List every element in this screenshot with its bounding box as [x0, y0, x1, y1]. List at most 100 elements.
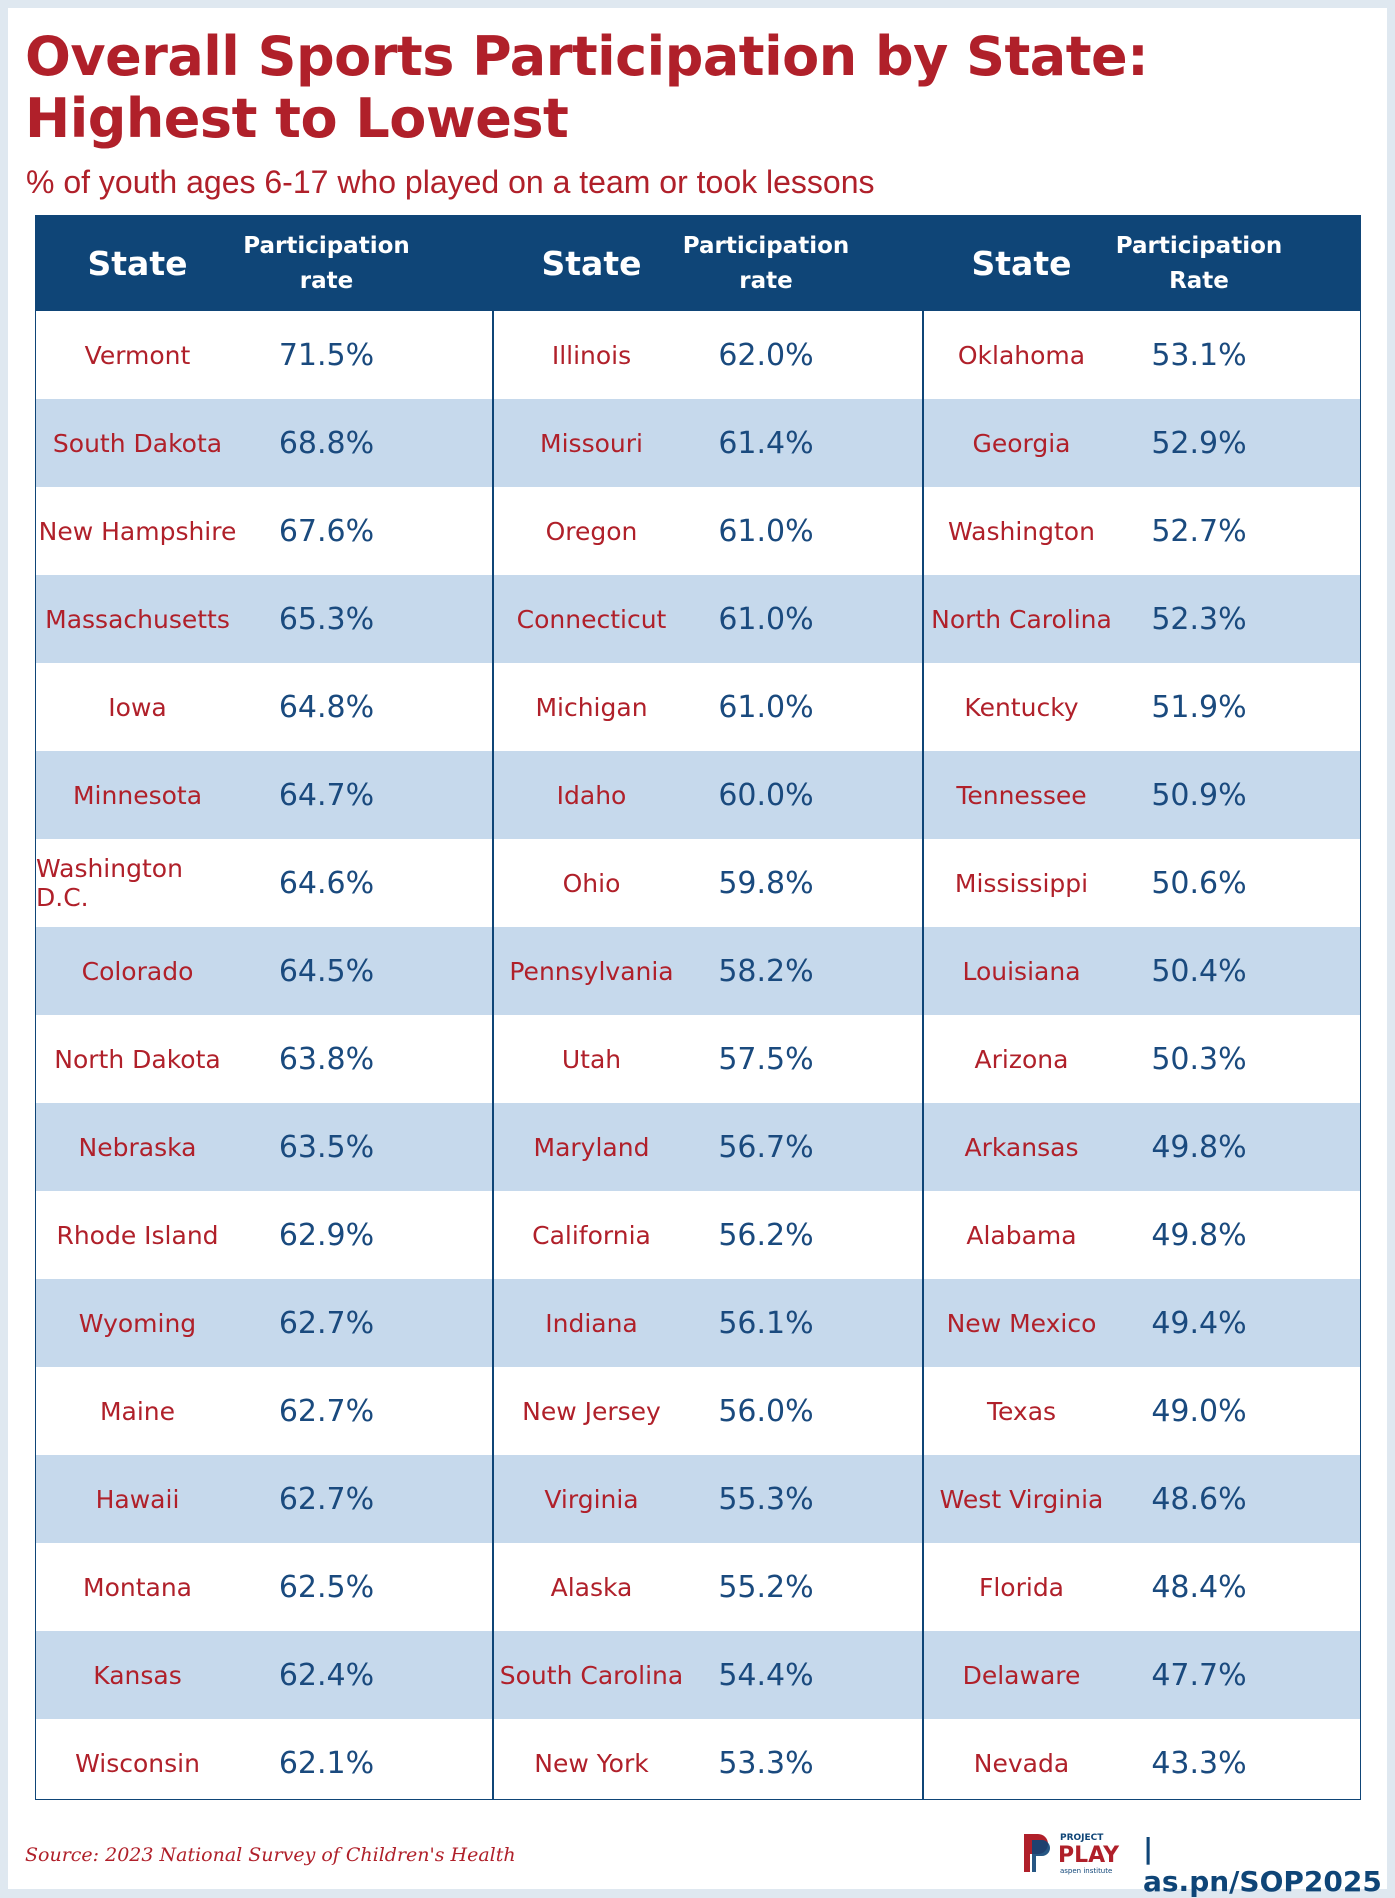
participation-rate-cell: 49.8%	[1151, 1129, 1247, 1165]
participation-rate-cell: 50.6%	[1151, 865, 1247, 901]
participation-rate-cell: 58.2%	[718, 953, 814, 989]
state-name-cell: Illinois	[551, 340, 632, 370]
table-row: South Dakota 68.8% Missouri 61.4% Georgia 52.…	[36, 399, 1360, 487]
state-name-cell: Colorado	[81, 956, 194, 986]
state-name-cell: Alaska	[550, 1572, 633, 1602]
participation-rate-cell: 52.9%	[1151, 425, 1247, 461]
state-name-cell: South Dakota	[52, 428, 223, 458]
header-state-3: State	[971, 244, 1072, 283]
source-note: Source: 2023 National Survey of Children…	[25, 1844, 516, 1866]
column-divider	[492, 311, 494, 1799]
state-name-cell: Iowa	[108, 692, 167, 722]
participation-rate-cell: 53.1%	[1151, 337, 1247, 373]
participation-rate-cell: 50.3%	[1151, 1041, 1247, 1077]
state-name-cell: Hawaii	[95, 1484, 180, 1514]
table-row: Maine 62.7% New Jersey 56.0% Texas 49.0%	[36, 1367, 1360, 1455]
table-row: Wyoming 62.7% Indiana 56.1% New Mexico 49.4%	[36, 1279, 1360, 1367]
table-row: Colorado 64.5% Pennsylvania 58.2% Louisiana 5…	[36, 927, 1360, 1015]
participation-rate-cell: 56.0%	[718, 1393, 814, 1429]
participation-rate-cell: 62.7%	[278, 1481, 375, 1517]
table-row: Hawaii 62.7% Virginia 55.3% West Virginia 48.…	[36, 1455, 1360, 1543]
header-rate-1: Participation rate	[243, 232, 410, 294]
participation-rate-cell: 64.8%	[278, 689, 375, 725]
participation-rate-cell: 62.0%	[718, 337, 814, 373]
state-name-cell: Delaware	[962, 1660, 1081, 1690]
state-name-cell: Kansas	[93, 1660, 182, 1690]
participation-rate-cell: 62.1%	[278, 1745, 375, 1781]
state-name-cell: Maryland	[533, 1132, 650, 1162]
project-play-logo: PROJECT PLAY aspen institute	[1020, 1828, 1132, 1878]
table-row: Vermont 71.5% Illinois 62.0% Oklahoma 53.1%	[36, 311, 1360, 399]
state-name-cell: New Hampshire	[38, 516, 237, 546]
project-play-logo-icon: PROJECT PLAY aspen institute	[1024, 1833, 1120, 1875]
header-rate-3: Participation Rate	[1115, 232, 1283, 294]
participation-rate-cell: 61.0%	[718, 689, 814, 725]
chart-title: Overall Sports Participation by State: H…	[25, 25, 1149, 150]
state-name-cell: California	[532, 1220, 651, 1250]
participation-rate-cell: 64.7%	[278, 777, 375, 813]
participation-rate-cell: 61.0%	[718, 601, 814, 637]
participation-rate-cell: 54.4%	[718, 1657, 814, 1693]
state-name-cell: Oklahoma	[957, 340, 1086, 370]
participation-rate-cell: 62.4%	[278, 1657, 375, 1693]
header-state-2: State	[541, 244, 642, 283]
chart-subtitle: % of youth ages 6-17 who played on a tea…	[26, 164, 875, 200]
state-name-cell: Georgia	[972, 428, 1071, 458]
table-row: North Dakota 63.8% Utah 57.5% Arizona 50.3%	[36, 1015, 1360, 1103]
participation-rate-cell: 61.4%	[718, 425, 814, 461]
table-row: Montana 62.5% Alaska 55.2% Florida 48.4%	[36, 1543, 1360, 1631]
participation-rate-cell: 63.8%	[278, 1041, 375, 1077]
participation-rate-cell: 64.5%	[278, 953, 375, 989]
participation-rate-cell: 62.7%	[278, 1305, 375, 1341]
participation-rate-cell: 61.0%	[718, 513, 814, 549]
participation-rate-cell: 55.3%	[718, 1481, 814, 1517]
participation-rate-cell: 64.6%	[278, 865, 375, 901]
participation-rate-cell: 48.6%	[1151, 1481, 1247, 1517]
table-row: Kansas 62.4% South Carolina 54.4% Delaware 47…	[36, 1631, 1360, 1719]
infographic: Overall Sports Participation by State: H…	[8, 8, 1387, 1898]
participation-rate-cell: 48.4%	[1151, 1569, 1247, 1605]
state-name-cell: Indiana	[545, 1308, 638, 1338]
participation-rate-cell: 49.8%	[1151, 1217, 1247, 1253]
state-name-cell: North Carolina	[931, 604, 1112, 634]
state-name-cell: Washington	[948, 516, 1095, 546]
state-name-cell: Kentucky	[964, 692, 1079, 722]
column-divider	[922, 311, 924, 1799]
participation-rate-cell: 52.7%	[1151, 513, 1247, 549]
state-name-cell: Montana	[83, 1572, 192, 1602]
participation-rate-cell: 71.5%	[278, 337, 375, 373]
state-name-cell: Virginia	[544, 1484, 639, 1514]
table-row: Nebraska 63.5% Maryland 56.7% Arkansas 49.8%	[36, 1103, 1360, 1191]
participation-rate-cell: 49.4%	[1151, 1305, 1247, 1341]
participation-rate-cell: 63.5%	[278, 1129, 375, 1165]
state-name-cell: Washington D.C.	[36, 854, 183, 912]
table-row: Iowa 64.8% Michigan 61.0% Kentucky 51.9%	[36, 663, 1360, 751]
header-state-1: State	[87, 244, 188, 283]
participation-rate-cell: 67.6%	[278, 513, 375, 549]
state-name-cell: Idaho	[556, 780, 627, 810]
state-name-cell: Arkansas	[964, 1132, 1079, 1162]
state-name-cell: Maine	[99, 1396, 176, 1426]
table-row: Wisconsin 62.1% New York 53.3% Nevada 43.3%	[36, 1719, 1360, 1807]
state-name-cell: Massachusetts	[45, 604, 230, 634]
state-name-cell: New Jersey	[522, 1396, 661, 1426]
table-row: Rhode Island 62.9% California 56.2% Alabama 4…	[36, 1191, 1360, 1279]
participation-rate-cell: 56.1%	[718, 1305, 814, 1341]
state-name-cell: Utah	[561, 1044, 622, 1074]
state-name-cell: North Dakota	[54, 1044, 221, 1074]
state-name-cell: Wisconsin	[75, 1748, 200, 1778]
logo-main-text: PLAY	[1058, 1843, 1120, 1868]
table-row: Massachusetts 65.3% Connecticut 61.0% North …	[36, 575, 1360, 663]
state-name-cell: Mississippi	[954, 868, 1089, 898]
participation-rate-cell: 51.9%	[1151, 689, 1247, 725]
state-name-cell: Missouri	[540, 428, 643, 458]
participation-rate-cell: 53.3%	[718, 1745, 814, 1781]
footer-url: | as.pn/SOP2025	[1143, 1832, 1382, 1898]
participation-rate-cell: 50.4%	[1151, 953, 1247, 989]
logo-top-text: PROJECT	[1060, 1833, 1104, 1843]
participation-table: State Participation rate State Participa…	[35, 215, 1361, 1800]
state-name-cell: Ohio	[562, 868, 621, 898]
state-name-cell: Louisiana	[962, 956, 1081, 986]
state-name-cell: South Carolina	[499, 1660, 684, 1690]
state-name-cell: West Virginia	[939, 1484, 1104, 1514]
